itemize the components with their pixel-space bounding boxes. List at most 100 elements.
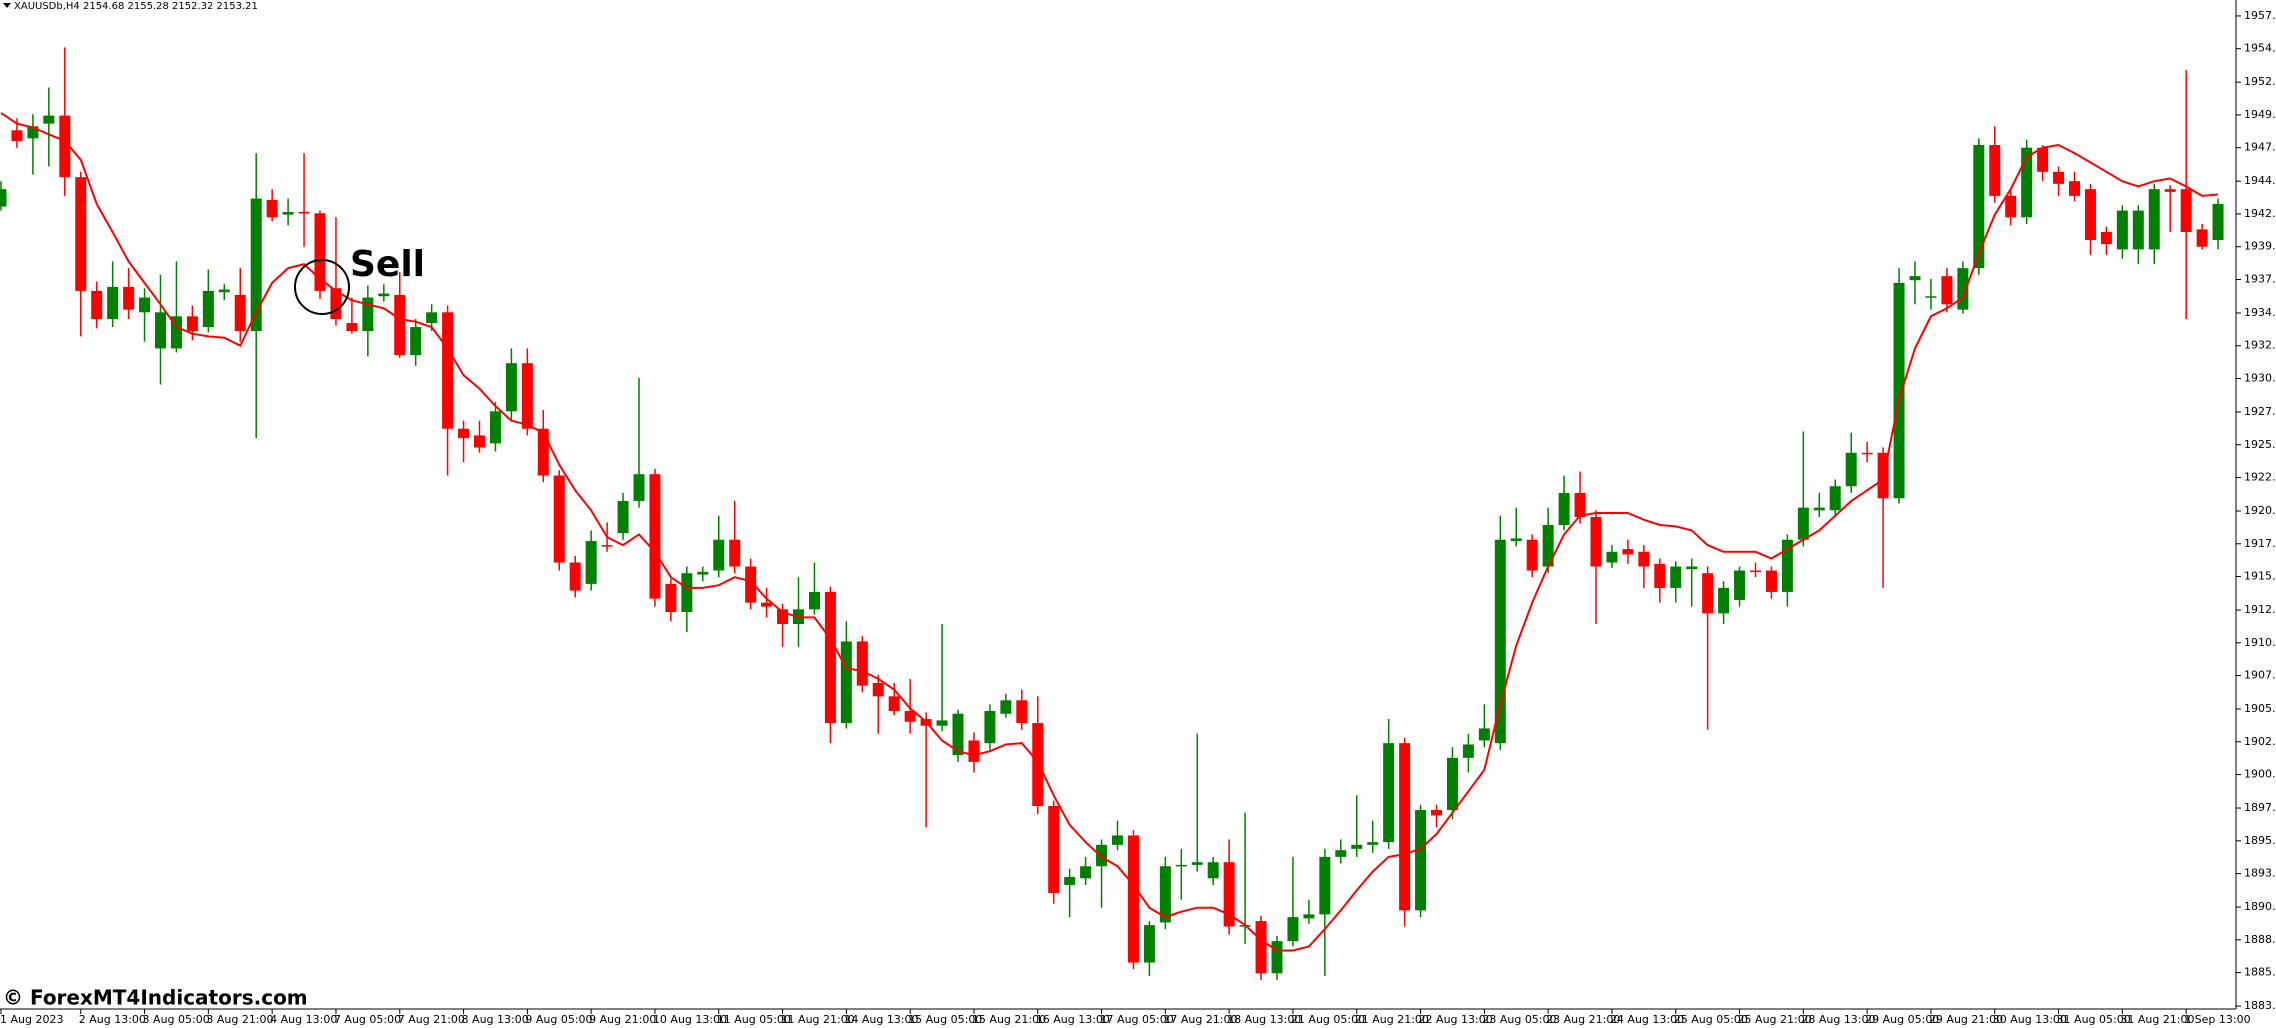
candle-body [11, 130, 23, 142]
candle-body [218, 289, 230, 293]
candle-body [1175, 864, 1187, 867]
candle-body [75, 177, 87, 291]
candle-body [234, 294, 246, 332]
candle-body [1510, 538, 1522, 542]
candle-body [585, 541, 597, 584]
candle-body [617, 500, 629, 534]
candle-body [1207, 862, 1219, 879]
y-tick-label: 1934.95 [2244, 306, 2276, 319]
candle-body [43, 115, 55, 124]
candle-body [2084, 189, 2096, 241]
candle-body [2005, 195, 2017, 218]
candle-body [1112, 835, 1123, 845]
candle-body [1048, 806, 1060, 893]
plot-area [0, 47, 2224, 980]
candle-body [1303, 914, 1315, 919]
candle-body [1032, 723, 1044, 807]
y-tick-label: 1947.3 [2244, 141, 2276, 154]
candle-body [2132, 210, 2144, 250]
candle-body [1478, 728, 1490, 741]
candle-body [2148, 189, 2160, 250]
candle-body [426, 312, 438, 323]
candle-body [1750, 570, 1761, 573]
y-tick-label: 1930.05 [2244, 372, 2276, 385]
y-tick-label: 1890.55 [2244, 900, 2276, 913]
x-tick-label: 17 Aug 21:00 [1163, 1013, 1237, 1026]
candle-body [1016, 700, 1028, 724]
y-tick-label: 1915.25 [2244, 570, 2276, 583]
candle-body [186, 316, 198, 332]
candle-body [2100, 232, 2112, 245]
candle-body [745, 566, 757, 603]
x-tick-label: 3 Aug 21:00 [206, 1013, 273, 1026]
candle-body [553, 475, 565, 563]
y-tick-label: 1939.90 [2244, 240, 2276, 253]
candle-body [665, 583, 677, 613]
x-tick-label: 28 Aug 13:00 [1801, 1013, 1875, 1026]
x-tick-label: 11 Aug 21:00 [781, 1013, 855, 1026]
y-tick-label: 1912.75 [2244, 603, 2276, 616]
y-tick-label: 1922.65 [2244, 471, 2276, 484]
candle-body [808, 591, 820, 610]
candle-body [1574, 492, 1586, 518]
y-tick-label: 1897.95 [2244, 801, 2276, 814]
y-tick-label: 1895.50 [2244, 834, 2276, 847]
x-tick-label: 15 Aug 05:00 [908, 1013, 982, 1026]
candle-body [840, 641, 852, 724]
candle-body [856, 641, 868, 686]
candle-body [1446, 757, 1458, 811]
x-tick-label: 3 Aug 05:00 [143, 1013, 210, 1026]
y-tick-label: 1920.15 [2244, 504, 2276, 517]
candle-body [0, 189, 7, 207]
y-tick-label: 1883.15 [2244, 999, 2276, 1012]
candle-body [346, 322, 358, 332]
x-tick-label: 1 Aug 2023 [0, 1013, 63, 1026]
candle-body [1494, 539, 1506, 744]
candle-body [888, 696, 900, 712]
x-tick-label: 9 Aug 21:00 [589, 1013, 656, 1026]
candle-body [123, 286, 135, 310]
candle-body [1909, 276, 1921, 281]
candle-body [1526, 539, 1538, 571]
chart-header: XAUUSDb,H4 2154.68 2155.28 2152.32 2153.… [14, 1, 258, 12]
x-tick-label: 7 Aug 21:00 [398, 1013, 465, 1026]
candle-body [1319, 856, 1331, 915]
candle-body [2069, 181, 2080, 196]
y-tick-label: 1927.55 [2244, 405, 2276, 418]
x-tick-label: 7 Aug 05:00 [334, 1013, 401, 1026]
candle-body [984, 711, 996, 744]
candle-body [1973, 145, 1985, 269]
candle-body [2212, 203, 2224, 241]
candle-body [155, 312, 166, 349]
x-tick-label: 25 Aug 21:00 [1738, 1013, 1812, 1026]
candle-body [362, 297, 374, 332]
candle-body [27, 126, 39, 139]
x-tick-label: 16 Aug 13:00 [1036, 1013, 1110, 1026]
x-tick-label: 4 Aug 13:00 [270, 1013, 337, 1026]
y-tick-label: 1907.85 [2244, 669, 2276, 682]
x-tick-label: 22 Aug 13:00 [1419, 1013, 1493, 1026]
candle-body [1718, 587, 1730, 614]
candle-body [1765, 570, 1777, 592]
y-tick-label: 1888.10 [2244, 933, 2276, 946]
candle-body [282, 211, 294, 215]
y-tick-label: 1937.45 [2244, 273, 2276, 286]
y-tick-label: 1942.35 [2244, 207, 2276, 220]
candle-body [1367, 842, 1379, 845]
candle-body [1670, 566, 1682, 588]
x-tick-label: 31 Aug 05:00 [2057, 1013, 2131, 1026]
candle-body [1000, 700, 1012, 714]
candle-body [713, 539, 725, 571]
candle-body [649, 474, 661, 599]
watermark: © ForexMT4Indicators.com [3, 986, 308, 1010]
x-tick-label: 21 Aug 05:00 [1291, 1013, 1365, 1026]
candle-body [489, 411, 501, 444]
candle-body [1861, 452, 1873, 455]
y-tick-label: 1949.75 [2244, 108, 2276, 121]
annotation: Sell [350, 244, 425, 285]
candle-body [474, 435, 485, 448]
x-tick-label: 23 Aug 21:00 [1546, 1013, 1620, 1026]
signal-circle [294, 259, 350, 315]
candle-body [1255, 921, 1267, 974]
candle-body [1845, 452, 1857, 487]
